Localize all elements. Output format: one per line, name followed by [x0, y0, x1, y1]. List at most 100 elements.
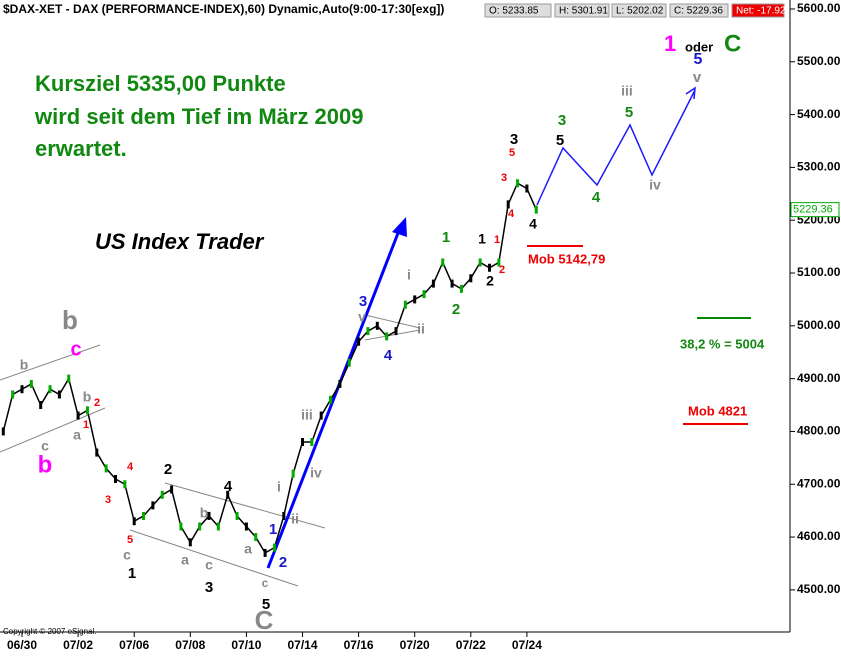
x-tick-label: 07/22 — [456, 638, 486, 652]
wave-label: iv — [649, 177, 661, 193]
wave-label: 2 — [279, 554, 287, 571]
wave-label: c — [70, 338, 81, 360]
wave-label: c — [123, 547, 131, 563]
wave-label: 2 — [164, 461, 172, 478]
y-tick-label: 5300.00 — [797, 160, 841, 174]
x-tick-label: 07/08 — [175, 638, 205, 652]
price-bar — [123, 480, 127, 489]
wave-label: 4 — [127, 461, 134, 473]
wave-label: 3 — [105, 494, 111, 506]
wave-label: 3 — [510, 131, 518, 148]
quote-text: H: 5301.91 — [559, 6, 608, 17]
wave-label: 4 — [508, 208, 515, 220]
price-bar — [347, 358, 351, 367]
last-price-box — [790, 202, 840, 218]
price-bar — [375, 321, 379, 330]
price-bar — [506, 200, 510, 209]
y-tick-label: 4700.00 — [797, 476, 841, 490]
price-bar — [114, 474, 117, 483]
price-bar — [469, 274, 473, 283]
annotation: C — [724, 30, 741, 57]
price-bar — [422, 290, 426, 299]
channels — [0, 314, 421, 587]
wave-label: 5 — [694, 51, 703, 68]
price-bar — [525, 184, 529, 193]
wave-label: i — [277, 479, 281, 495]
price-bar — [272, 543, 276, 552]
price-bar — [67, 374, 71, 383]
quote-text: L: 5202.02 — [616, 6, 664, 17]
wave-label: iv — [310, 465, 322, 481]
wave-label: 1 — [269, 521, 277, 538]
wave-label: 4 — [224, 478, 233, 495]
wave-label: 4 — [529, 216, 537, 232]
arrow-head — [392, 217, 407, 237]
price-bar — [488, 263, 491, 272]
wave-label: a — [181, 552, 189, 568]
wave-label: 3 — [558, 112, 566, 129]
price-bar — [198, 522, 202, 531]
wave-label: c — [41, 438, 49, 454]
x-tick-label: 07/14 — [287, 638, 317, 652]
x-tick-label: 07/10 — [231, 638, 261, 652]
x-tick-label: 07/06 — [119, 638, 149, 652]
price-bar — [226, 490, 230, 499]
price-bar — [132, 517, 136, 526]
x-tick-label: 07/02 — [63, 638, 93, 652]
price-bar — [413, 295, 417, 304]
wave-label: 1 — [442, 229, 450, 246]
price-bar — [151, 501, 155, 510]
wave-label: 2 — [499, 264, 505, 276]
wave-label: 1 — [494, 234, 500, 246]
price-bar — [216, 522, 220, 531]
x-tick-label: 06/30 — [7, 638, 37, 652]
price-bar — [450, 279, 454, 288]
price-bar — [301, 438, 304, 447]
wave-label: i — [407, 267, 411, 283]
quote-box — [611, 3, 667, 18]
quote-text: O: 5233.85 — [489, 6, 539, 17]
price-bar — [403, 300, 407, 309]
price-bar — [310, 438, 314, 447]
wave-label: 5 — [509, 147, 515, 159]
price-bar — [39, 401, 43, 410]
quote-text: C: 5229.36 — [674, 6, 723, 17]
price-bar — [291, 469, 295, 478]
wave-label: b — [20, 357, 29, 373]
y-tick-label: 4800.00 — [797, 424, 841, 438]
price-bar — [188, 538, 192, 547]
price-bar — [478, 258, 482, 267]
wave-label: 3 — [205, 579, 213, 596]
price-bar — [160, 490, 164, 499]
wave-label: 5 — [127, 534, 133, 546]
price-bar — [20, 385, 24, 394]
wave-label: b — [62, 305, 78, 335]
impulse-arrow — [266, 227, 402, 569]
y-tick-label: 5100.00 — [797, 265, 841, 279]
y-tick-label: 4900.00 — [797, 371, 841, 385]
annotation: US Index Trader — [95, 229, 265, 254]
y-tick-label: 4600.00 — [797, 529, 841, 543]
wave-label: 3 — [501, 172, 507, 184]
annotation: erwartet. — [35, 136, 127, 161]
x-tick-label: 07/24 — [512, 638, 542, 652]
price-bar — [357, 337, 361, 346]
wave-label: 4 — [592, 189, 601, 206]
annotation: 1 — [664, 31, 676, 56]
wave-label: b — [200, 505, 209, 521]
wave-label: a — [73, 427, 81, 443]
price-bar — [385, 332, 389, 341]
price-bar — [1, 427, 5, 436]
price-bar — [263, 548, 267, 557]
price-bar — [48, 385, 52, 394]
copyright: Copyright © 2007 eSignal. — [3, 627, 97, 636]
y-tick-label: 5500.00 — [797, 54, 841, 68]
y-tick-label: 5000.00 — [797, 318, 841, 332]
last-price: 5229.36 — [793, 204, 833, 216]
price-bar — [142, 511, 146, 520]
annotation: oder — [685, 39, 713, 54]
annotation: Kursziel 5335,00 Punkte — [35, 71, 286, 96]
quote-box — [731, 3, 785, 18]
